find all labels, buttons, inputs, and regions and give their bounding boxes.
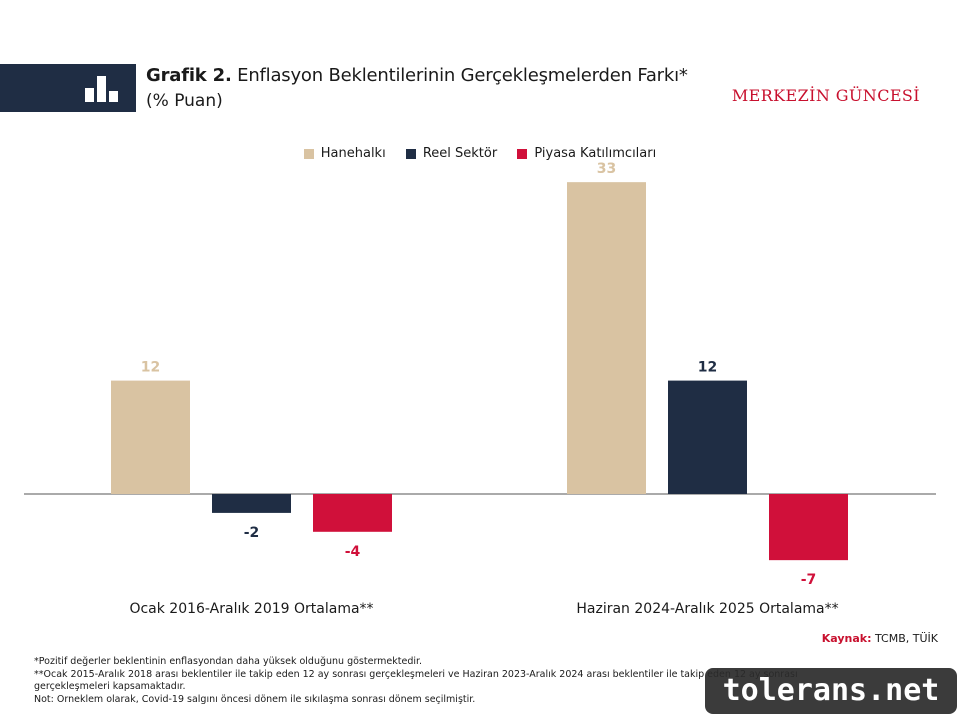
data-label-1-1: 12 [698,360,717,376]
bar-chart-icon [85,76,118,102]
legend-swatch-hanehalki [303,148,314,159]
legend-swatch-piyasa [517,148,528,159]
source-text: TCMB, TÜİK [874,632,938,645]
data-label-2-1: -7 [801,572,817,588]
bar-2-0 [313,494,392,532]
source-note: Kaynak: TCMB, TÜİK [822,632,938,645]
data-label-0-0: 12 [141,360,160,376]
page-title: Grafik 2. Enflasyon Beklentilerinin Gerç… [146,64,688,88]
title-bold: Grafik 2. [146,65,232,86]
watermark-logo: tolerans.net [705,668,957,714]
legend-swatch-reel [405,148,416,159]
data-label-0-1: 33 [597,161,616,177]
data-label-2-0: -4 [345,544,361,560]
bar-0-0 [111,380,190,494]
title-text: Enflasyon Beklentilerinin Gerçekleşmeler… [237,65,688,86]
footnote-4: Not: Örneklem olarak, Covid-19 salgını ö… [34,693,476,705]
data-label-1-0: -2 [244,525,260,541]
chart-subtitle: (% Puan) [146,91,223,111]
legend-label-hanehalki: Hanehalkı [320,146,386,161]
bar-2-1 [769,494,848,561]
brand-logo: MERKEZİN GÜNCESİ [731,86,920,105]
category-label-0: Ocak 2016-Aralık 2019 Ortalama** [129,601,373,617]
legend-item-hanehalki: Hanehalkı [303,146,386,161]
footnote-2: **Ocak 2015-Aralık 2018 arası beklentile… [34,668,798,680]
legend: Hanehalkı Reel Sektör Piyasa Katılımcıla… [0,146,960,163]
bar-1-0 [212,494,291,513]
bar-1-1 [668,380,747,494]
category-label-1: Haziran 2024-Aralık 2025 Ortalama** [576,601,838,617]
title-bar [0,64,136,112]
legend-label-piyasa: Piyasa Katılımcıları [534,146,657,161]
footnote-3: gerçekleşmeleri kapsamaktadır. [34,681,186,692]
source-label: Kaynak: [821,632,872,645]
legend-item-piyasa: Piyasa Katılımcıları [517,146,656,161]
legend-item-reel: Reel Sektör [405,146,498,161]
footnote-1: *Pozitif değerler beklentinin enflasyond… [34,656,423,667]
legend-label-reel: Reel Sektör [422,146,498,161]
bar-0-1 [567,182,646,494]
footnotes: *Pozitif değerler beklentinin enflasyond… [34,656,934,706]
